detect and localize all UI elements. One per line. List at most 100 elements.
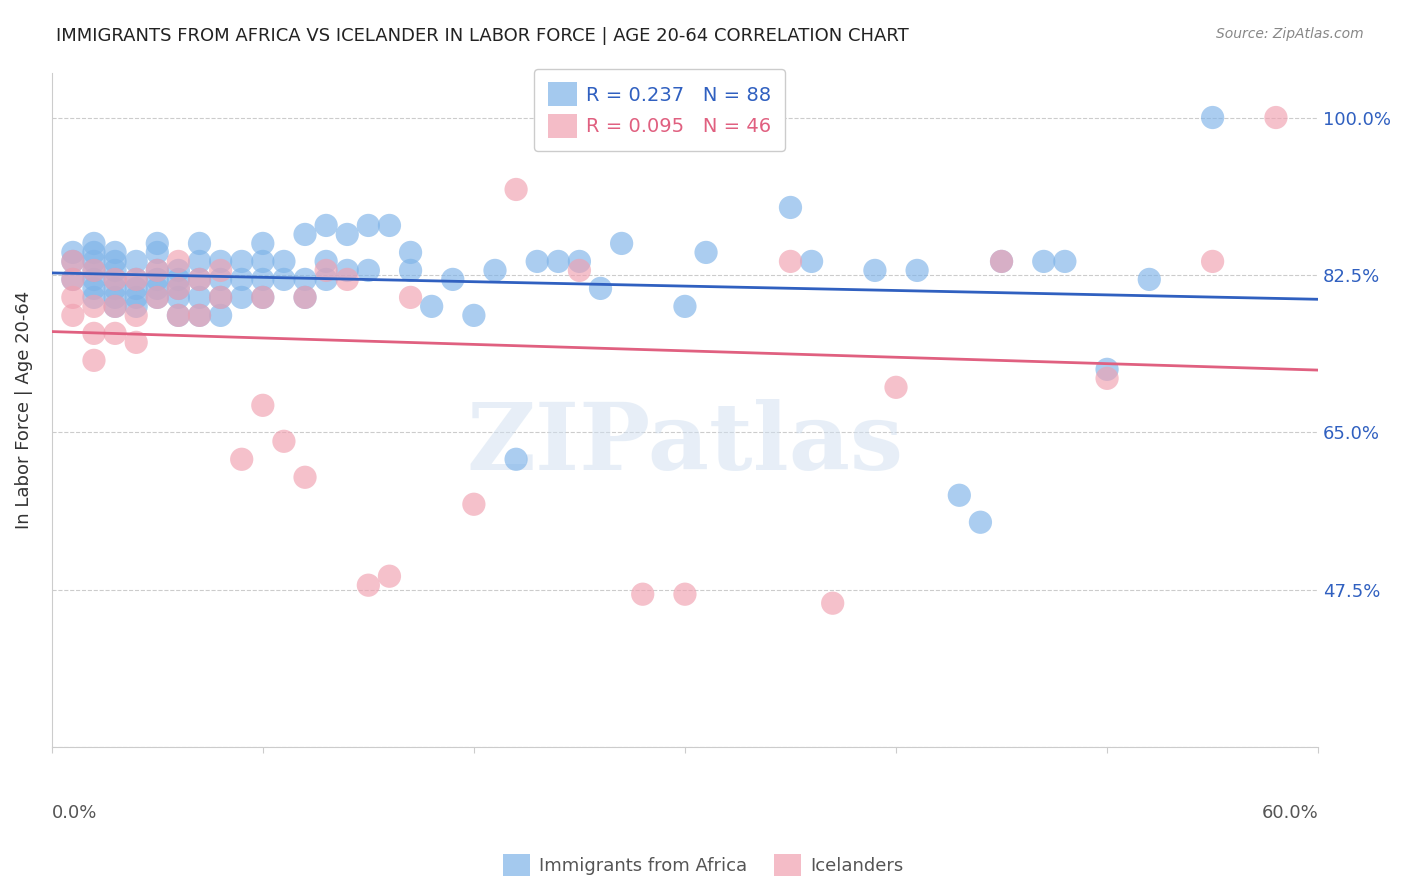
- Text: Source: ZipAtlas.com: Source: ZipAtlas.com: [1216, 27, 1364, 41]
- Point: [146, 290, 169, 304]
- Point: [484, 263, 506, 277]
- Point: [990, 254, 1012, 268]
- Point: [83, 272, 105, 286]
- Point: [104, 263, 127, 277]
- Point: [167, 272, 190, 286]
- Text: 60.0%: 60.0%: [1261, 805, 1319, 822]
- Point: [399, 245, 422, 260]
- Point: [1264, 111, 1286, 125]
- Point: [231, 272, 253, 286]
- Point: [104, 326, 127, 341]
- Point: [357, 578, 380, 592]
- Point: [315, 254, 337, 268]
- Point: [104, 281, 127, 295]
- Point: [1137, 272, 1160, 286]
- Point: [273, 254, 295, 268]
- Point: [167, 263, 190, 277]
- Point: [695, 245, 717, 260]
- Point: [209, 254, 232, 268]
- Point: [125, 309, 148, 323]
- Point: [83, 326, 105, 341]
- Point: [83, 299, 105, 313]
- Point: [1032, 254, 1054, 268]
- Point: [673, 587, 696, 601]
- Point: [188, 272, 211, 286]
- Point: [209, 272, 232, 286]
- Point: [568, 263, 591, 277]
- Point: [125, 272, 148, 286]
- Point: [167, 309, 190, 323]
- Point: [62, 254, 84, 268]
- Point: [252, 398, 274, 412]
- Point: [420, 299, 443, 313]
- Point: [104, 272, 127, 286]
- Point: [62, 309, 84, 323]
- Point: [610, 236, 633, 251]
- Point: [463, 497, 485, 511]
- Point: [821, 596, 844, 610]
- Point: [589, 281, 612, 295]
- Point: [188, 254, 211, 268]
- Point: [336, 227, 359, 242]
- Point: [146, 263, 169, 277]
- Point: [547, 254, 569, 268]
- Point: [146, 281, 169, 295]
- Point: [167, 281, 190, 295]
- Point: [167, 290, 190, 304]
- Point: [252, 290, 274, 304]
- Point: [125, 254, 148, 268]
- Point: [315, 272, 337, 286]
- Point: [505, 182, 527, 196]
- Point: [252, 254, 274, 268]
- Point: [273, 434, 295, 449]
- Point: [167, 281, 190, 295]
- Point: [1053, 254, 1076, 268]
- Point: [378, 569, 401, 583]
- Point: [83, 254, 105, 268]
- Point: [188, 272, 211, 286]
- Point: [252, 272, 274, 286]
- Point: [188, 236, 211, 251]
- Point: [315, 263, 337, 277]
- Point: [673, 299, 696, 313]
- Point: [146, 272, 169, 286]
- Point: [209, 290, 232, 304]
- Y-axis label: In Labor Force | Age 20-64: In Labor Force | Age 20-64: [15, 291, 32, 529]
- Point: [863, 263, 886, 277]
- Legend: Immigrants from Africa, Icelanders: Immigrants from Africa, Icelanders: [495, 847, 911, 883]
- Point: [83, 353, 105, 368]
- Point: [83, 290, 105, 304]
- Point: [905, 263, 928, 277]
- Point: [188, 309, 211, 323]
- Point: [104, 272, 127, 286]
- Point: [209, 309, 232, 323]
- Point: [62, 290, 84, 304]
- Point: [336, 272, 359, 286]
- Point: [294, 272, 316, 286]
- Point: [378, 219, 401, 233]
- Point: [83, 263, 105, 277]
- Point: [125, 272, 148, 286]
- Point: [125, 299, 148, 313]
- Point: [167, 254, 190, 268]
- Point: [209, 290, 232, 304]
- Point: [357, 219, 380, 233]
- Point: [294, 227, 316, 242]
- Point: [969, 515, 991, 529]
- Point: [1095, 371, 1118, 385]
- Point: [568, 254, 591, 268]
- Point: [231, 290, 253, 304]
- Point: [252, 236, 274, 251]
- Point: [800, 254, 823, 268]
- Point: [125, 290, 148, 304]
- Point: [188, 309, 211, 323]
- Legend: R = 0.237   N = 88, R = 0.095   N = 46: R = 0.237 N = 88, R = 0.095 N = 46: [534, 69, 785, 152]
- Point: [399, 263, 422, 277]
- Point: [146, 236, 169, 251]
- Point: [1095, 362, 1118, 376]
- Point: [294, 470, 316, 484]
- Point: [125, 335, 148, 350]
- Point: [315, 219, 337, 233]
- Point: [83, 236, 105, 251]
- Point: [273, 272, 295, 286]
